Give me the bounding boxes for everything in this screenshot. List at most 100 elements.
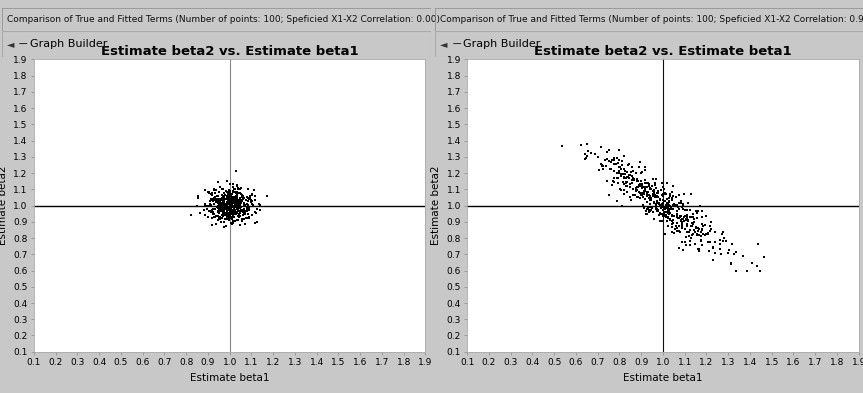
Point	[241, 195, 255, 201]
Point	[635, 192, 649, 198]
Point	[692, 226, 706, 233]
Point	[757, 254, 771, 261]
Point	[685, 223, 699, 229]
Point	[679, 216, 693, 222]
Point	[232, 197, 246, 203]
Point	[220, 194, 234, 200]
Point	[215, 202, 229, 208]
Point	[642, 192, 656, 198]
Point	[225, 203, 239, 209]
Point	[227, 213, 241, 220]
Point	[220, 207, 234, 213]
Point	[207, 211, 221, 217]
Point	[660, 200, 674, 206]
Point	[228, 185, 242, 192]
Point	[230, 196, 244, 202]
Point	[210, 193, 224, 199]
Point	[227, 194, 241, 200]
Point	[228, 200, 242, 207]
Point	[220, 211, 234, 217]
Point	[225, 214, 239, 220]
Point	[225, 204, 239, 210]
Point	[227, 206, 241, 212]
Point	[212, 198, 226, 204]
Point	[237, 221, 251, 227]
Point	[664, 205, 677, 211]
Point	[214, 204, 228, 211]
Point	[631, 193, 645, 200]
Point	[225, 216, 239, 222]
Point	[724, 261, 738, 267]
Point	[663, 216, 677, 222]
Point	[252, 201, 266, 208]
Point	[602, 192, 615, 198]
Point	[695, 214, 709, 220]
Point	[579, 154, 593, 161]
Point	[641, 204, 655, 211]
Point	[617, 191, 631, 198]
Point	[203, 203, 217, 209]
Point	[213, 198, 227, 204]
Point	[236, 207, 249, 213]
Point	[671, 204, 685, 210]
Point	[625, 197, 639, 204]
Point	[222, 193, 236, 199]
Point	[657, 213, 671, 219]
Point	[612, 157, 626, 163]
Point	[725, 241, 739, 247]
Point	[669, 222, 683, 229]
Point	[620, 175, 633, 181]
Point	[642, 209, 656, 215]
Point	[226, 203, 240, 209]
Point	[245, 201, 259, 207]
Point	[690, 208, 704, 215]
Point	[210, 197, 224, 203]
Point	[229, 211, 243, 217]
Point	[690, 231, 704, 237]
Point	[662, 208, 676, 215]
Point	[686, 210, 700, 217]
Point	[211, 196, 225, 202]
Point	[226, 211, 240, 217]
Point	[635, 181, 649, 187]
Point	[241, 207, 255, 213]
Point	[211, 208, 224, 214]
Point	[207, 195, 221, 201]
Point	[683, 242, 697, 248]
Point	[220, 199, 234, 206]
Point	[617, 153, 631, 159]
Point	[676, 216, 690, 222]
Point	[204, 202, 217, 208]
Point	[635, 183, 649, 189]
Point	[223, 187, 236, 193]
Point	[237, 216, 251, 222]
Point	[225, 207, 239, 213]
Point	[233, 198, 247, 205]
Point	[226, 194, 240, 200]
Point	[703, 239, 717, 245]
Point	[625, 163, 639, 170]
Point	[254, 203, 268, 209]
Point	[672, 228, 686, 235]
Point	[214, 205, 228, 211]
Point	[643, 186, 657, 192]
Point	[242, 213, 255, 220]
Point	[672, 206, 686, 213]
Point	[691, 232, 705, 238]
Point	[249, 209, 262, 215]
Point	[640, 211, 654, 217]
Point	[681, 218, 695, 224]
Point	[627, 192, 641, 198]
Point	[655, 192, 669, 198]
Point	[637, 202, 651, 208]
Point	[227, 204, 241, 211]
Point	[666, 202, 680, 208]
Point	[205, 215, 219, 221]
Point	[658, 202, 672, 208]
Point	[658, 185, 671, 192]
Point	[243, 205, 256, 211]
Point	[223, 200, 236, 207]
Point	[650, 206, 664, 212]
Point	[217, 193, 230, 199]
Point	[211, 193, 225, 199]
